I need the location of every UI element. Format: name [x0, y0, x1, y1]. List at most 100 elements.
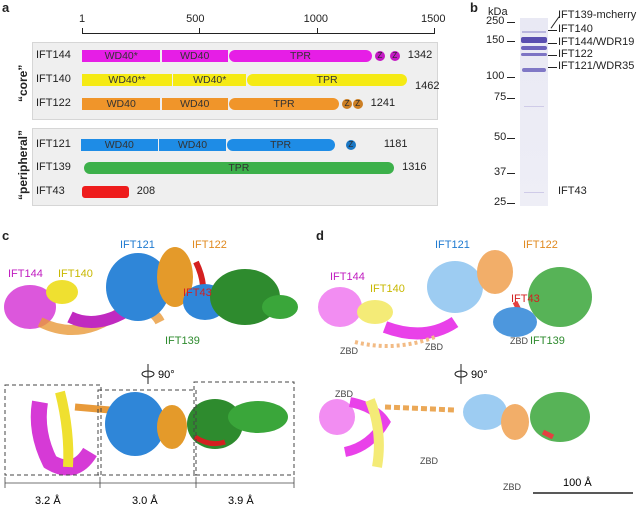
domain-tpr: TPR	[229, 98, 339, 110]
band-label: IFT139-mcherry	[558, 9, 637, 21]
axis-tick-label: 1500	[421, 13, 446, 25]
marker-label: 100	[486, 70, 505, 82]
band-pointer	[548, 67, 557, 68]
domain-wd40: WD40	[161, 98, 228, 110]
domain-wd40: WD40*	[82, 50, 161, 62]
band-label: IFT43	[558, 185, 587, 197]
band-label: IFT122	[558, 48, 593, 60]
peripheral-group-label: “peripheral”	[16, 129, 30, 200]
model-label-ift139: IFT139	[530, 335, 565, 347]
cryo-em-map-top-view	[4, 247, 298, 335]
band-pointer	[548, 55, 557, 56]
region-box-3	[193, 381, 295, 476]
protein-length: 1241	[370, 97, 396, 109]
resolution-label-3: 3.9 Å	[228, 494, 254, 507]
rotation-label: 90°	[158, 369, 175, 381]
axis-tick	[82, 28, 83, 34]
zinc-binding-domain: Z	[345, 140, 356, 150]
band-label: IFT121/WDR35	[558, 60, 635, 72]
axis-tick-label: 1	[79, 13, 86, 25]
domain-tpr: TPR	[83, 162, 395, 174]
marker-label: 37	[494, 166, 507, 178]
marker-label: 25	[494, 196, 507, 208]
marker-tick	[507, 98, 515, 99]
zbd-label: ZBD	[503, 482, 522, 492]
axis-tick	[316, 28, 318, 34]
gel-lane	[520, 18, 548, 206]
marker-tick	[507, 22, 515, 23]
zbd-label: ZBD	[335, 389, 354, 399]
zinc-binding-domain: Z	[342, 99, 353, 109]
domain-wd40: WD40*	[173, 74, 247, 86]
gel-unit-label: kDa	[488, 6, 508, 18]
atomic-model-top-view	[318, 250, 592, 348]
protein-length: 1342	[407, 49, 433, 61]
rotate-90-icon	[141, 364, 155, 384]
map-label-ift140: IFT140	[58, 268, 93, 280]
region-box-1	[4, 384, 102, 476]
protein-name: IFT144	[36, 49, 71, 61]
domain-wd40: WD40	[82, 98, 161, 110]
cryo-em-map-panel: IFT144 IFT140 IFT121 IFT122 IFT43 IFT139…	[4, 239, 298, 507]
domain-wd40: WD40**	[82, 74, 173, 86]
region-box-2	[97, 389, 197, 476]
rotation-label: 90°	[471, 369, 488, 381]
zbd-label: ZBD	[420, 456, 439, 466]
map-label-ift43: IFT43	[183, 287, 212, 299]
marker-label: 250	[486, 15, 505, 27]
map-label-ift122: IFT122	[192, 239, 227, 251]
atomic-model-side-view	[319, 392, 590, 468]
panel-b-label: b	[470, 0, 478, 15]
protein-length: 1316	[402, 161, 427, 173]
marker-label: 50	[494, 131, 507, 143]
zinc-binding-domain: Z	[389, 51, 400, 61]
model-label-ift122: IFT122	[523, 239, 558, 251]
marker-label: 150	[486, 34, 505, 46]
model-label-ift43: IFT43	[511, 293, 540, 305]
domain-tpr: TPR	[247, 74, 407, 86]
domain-segment	[82, 186, 129, 198]
band-pointer	[548, 43, 557, 44]
marker-label: 75	[494, 91, 507, 103]
map-label-ift144: IFT144	[8, 268, 43, 280]
model-label-ift144: IFT144	[330, 271, 365, 283]
domain-wd40: WD40	[161, 50, 228, 62]
marker-tick	[507, 77, 515, 78]
resolution-label-2: 3.0 Å	[132, 494, 158, 507]
map-label-ift139: IFT139	[165, 335, 200, 347]
panel-a-label: a	[2, 0, 10, 15]
model-label-ift140: IFT140	[370, 283, 405, 295]
atomic-model-panel: IFT144 IFT140 IFT121 IFT122 IFT43 IFT139…	[318, 239, 633, 494]
protein-length: 208	[136, 185, 156, 197]
zbd-label: ZBD	[510, 336, 529, 346]
cryo-em-map-side-view	[30, 390, 288, 476]
axis-tick-label: 500	[186, 13, 205, 25]
domain-tpr: TPR	[229, 50, 372, 62]
zbd-label: ZBD	[340, 346, 359, 356]
model-label-ift121: IFT121	[435, 239, 470, 251]
band-label: IFT144/WDR19	[558, 36, 635, 48]
protein-length: 1462	[414, 80, 440, 92]
rotate-90-icon	[454, 364, 468, 384]
panel-d-label: d	[316, 228, 324, 243]
protein-name: IFT139	[36, 161, 71, 173]
protein-name: IFT122	[36, 97, 71, 109]
axis-tick	[199, 28, 201, 34]
band-label: IFT140	[558, 23, 593, 35]
protein-length: 1181	[383, 138, 408, 150]
marker-tick	[507, 41, 515, 42]
resolution-label-1: 3.2 Å	[35, 494, 61, 507]
domain-wd40: WD40	[159, 139, 226, 151]
axis-tick	[434, 28, 435, 34]
protein-name: IFT43	[36, 185, 65, 197]
domain-wd40: WD40	[80, 139, 159, 151]
axis-tick-label: 1000	[303, 13, 329, 25]
marker-tick	[507, 173, 515, 174]
protein-name: IFT140	[36, 73, 71, 85]
scale-bar-label: 100 Å	[563, 476, 592, 489]
panel-c-label: c	[2, 228, 10, 243]
zinc-binding-domain: Z	[352, 99, 363, 109]
zinc-binding-domain: Z	[374, 51, 385, 61]
map-label-ift121: IFT121	[120, 239, 155, 251]
